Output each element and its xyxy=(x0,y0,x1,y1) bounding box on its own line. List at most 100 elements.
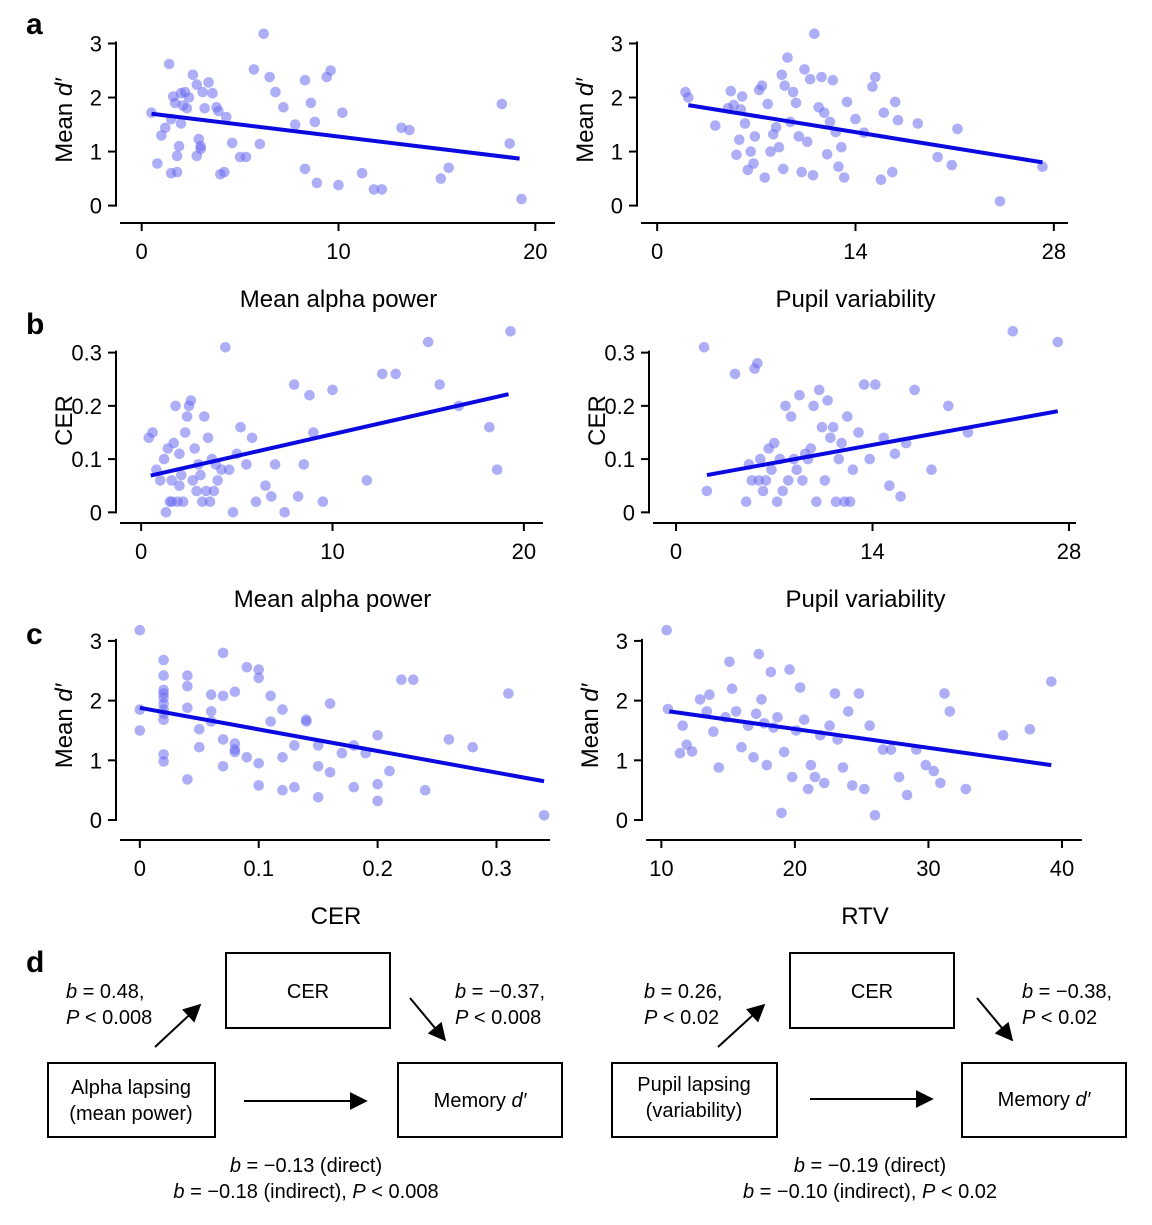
data-point xyxy=(158,453,170,465)
data-point xyxy=(779,80,790,91)
data-point xyxy=(325,65,336,76)
data-point xyxy=(807,170,819,181)
data-point xyxy=(538,810,550,821)
data-point xyxy=(189,443,200,454)
data-point xyxy=(844,496,856,508)
y-tick-label: 1 xyxy=(90,140,102,165)
data-point xyxy=(327,384,338,396)
data-point xyxy=(333,179,344,191)
path-b-label-line2: P < 0.02 xyxy=(1022,1007,1097,1029)
data-point xyxy=(269,459,281,470)
data-point xyxy=(305,97,317,109)
data-point xyxy=(258,28,270,40)
y-tick-label: 0 xyxy=(623,500,635,525)
data-point xyxy=(765,666,777,678)
data-point xyxy=(312,792,324,803)
data-point xyxy=(496,98,508,110)
data-point xyxy=(701,706,713,717)
chart-a-right: 0 1 2 3 0 14 28 Pupil variability Mean d′ xyxy=(572,28,1068,313)
effect-label-line2: b = −0.10 (indirect), P < 0.02 xyxy=(743,1181,997,1203)
data-point xyxy=(829,688,841,699)
x-tick-label: 20 xyxy=(523,239,547,264)
outcome-label: Memory d′ xyxy=(998,1089,1092,1111)
data-point xyxy=(824,116,836,128)
data-point xyxy=(229,738,241,749)
data-point xyxy=(241,752,253,763)
data-point xyxy=(202,432,214,444)
data-point xyxy=(771,496,783,508)
data-point xyxy=(778,746,790,758)
panel-label-b: b xyxy=(26,308,44,341)
data-point xyxy=(745,146,756,157)
y-tick-label: 0.1 xyxy=(71,447,102,472)
data-point xyxy=(804,73,816,85)
data-point xyxy=(205,706,217,717)
data-point xyxy=(808,400,819,412)
data-point xyxy=(205,689,217,700)
data-point xyxy=(221,111,232,123)
data-point xyxy=(740,496,752,508)
data-point xyxy=(260,480,271,492)
data-point xyxy=(246,432,258,444)
data-point xyxy=(254,138,266,150)
data-point xyxy=(683,92,694,103)
data-point xyxy=(864,720,875,731)
data-point xyxy=(171,150,183,162)
data-point xyxy=(790,97,802,109)
data-point xyxy=(408,674,419,685)
y-tick-label: 2 xyxy=(90,689,102,714)
data-point xyxy=(926,464,937,476)
data-point xyxy=(197,86,208,98)
data-point xyxy=(158,692,169,703)
data-point xyxy=(761,759,773,771)
predictor-label-line2: (mean power) xyxy=(69,1103,192,1125)
data-point xyxy=(226,137,238,149)
data-point xyxy=(504,138,515,149)
data-point xyxy=(253,664,264,675)
data-point xyxy=(241,459,252,470)
outcome-box xyxy=(397,1062,563,1138)
data-point xyxy=(181,103,193,114)
data-point xyxy=(895,491,906,502)
data-point xyxy=(805,759,817,771)
y-axis-label: Mean d′ xyxy=(51,682,78,768)
x-tick-label: 10 xyxy=(649,856,673,881)
mediator-box xyxy=(789,952,955,1029)
data-point xyxy=(750,708,762,720)
data-point xyxy=(777,485,788,497)
data-point xyxy=(819,475,831,486)
data-point xyxy=(836,141,847,153)
data-point xyxy=(867,81,878,92)
data-point xyxy=(939,688,950,699)
y-axis-label: Mean d′ xyxy=(51,77,78,163)
data-point xyxy=(864,453,875,465)
chart-b-right: 0 0.1 0.2 0.3 0 14 28 Pupil variability CER xyxy=(584,326,1081,613)
data-point xyxy=(780,400,791,412)
data-point xyxy=(794,389,805,401)
data-point xyxy=(825,432,836,444)
predictor-label-line2: (variability) xyxy=(646,1100,743,1122)
data-point xyxy=(794,682,806,693)
data-point xyxy=(348,781,360,793)
data-point xyxy=(235,421,246,433)
data-point xyxy=(725,85,737,97)
data-point xyxy=(830,496,842,508)
data-point xyxy=(1052,336,1064,348)
data-point xyxy=(264,71,275,83)
data-point xyxy=(960,783,972,795)
data-point xyxy=(434,379,446,390)
data-point xyxy=(158,670,169,681)
data-point xyxy=(390,368,402,380)
data-point xyxy=(183,92,195,103)
data-point xyxy=(877,744,889,755)
data-point xyxy=(837,762,849,773)
data-point xyxy=(160,507,172,518)
data-point xyxy=(195,140,206,152)
path-b-label-line2: P < 0.008 xyxy=(455,1007,541,1029)
data-point xyxy=(200,485,212,497)
data-point xyxy=(944,706,956,717)
data-point xyxy=(686,746,698,757)
x-tick-label: 14 xyxy=(860,539,884,564)
data-point xyxy=(842,411,853,422)
data-point xyxy=(713,762,725,773)
